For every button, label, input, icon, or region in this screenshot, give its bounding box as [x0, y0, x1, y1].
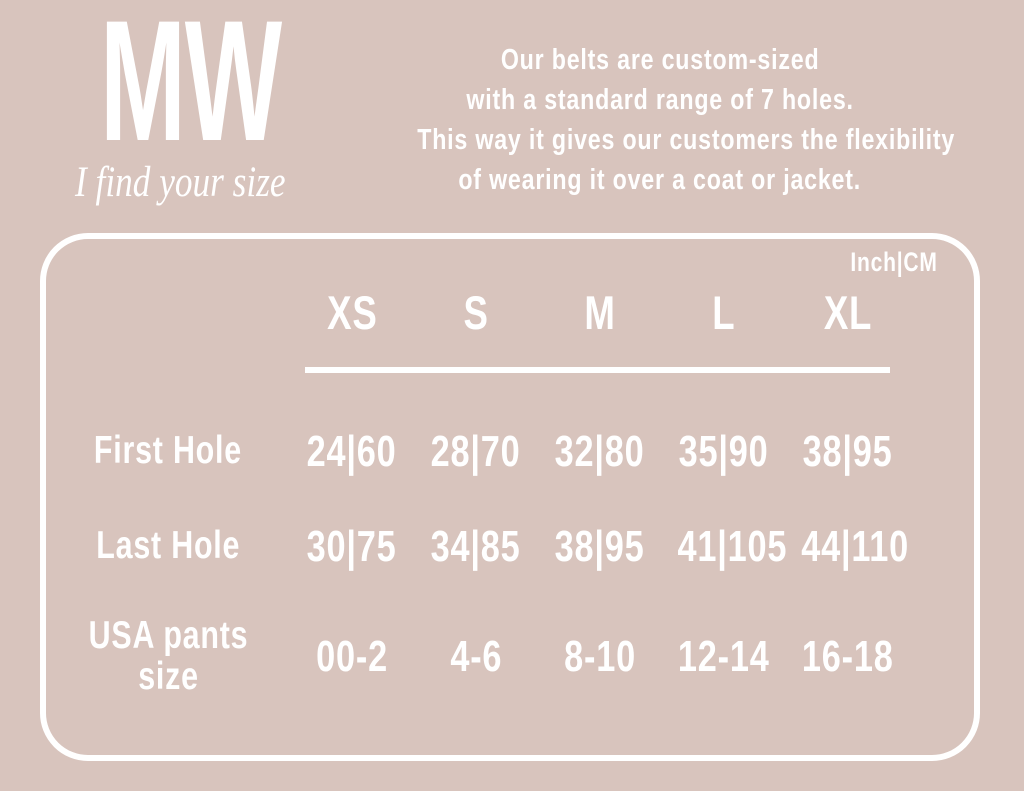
- table-cell: 28|70: [431, 426, 521, 476]
- table-row-last-hole: Last Hole 30|75 34|85 38|95 41|105 44|11…: [46, 509, 974, 584]
- intro-text: Our belts are custom-sized with a standa…: [350, 40, 970, 200]
- brand-block: MW: [100, 0, 402, 177]
- row-label: Last Hole: [96, 524, 240, 568]
- column-header-xl: XL: [823, 285, 873, 339]
- row-label: First Hole: [93, 429, 243, 473]
- table-cell: 00-2: [316, 631, 388, 681]
- table-row-usa-pants-size: USA pants size 00-2 4-6 8-10 12-14 16-18: [46, 604, 974, 709]
- table-row-first-hole: First Hole 24|60 28|70 32|80 35|90 38|95: [46, 414, 974, 489]
- table-cell: 41|105: [677, 521, 788, 571]
- table-cell: 32|80: [555, 426, 645, 476]
- row-label: USA pants size: [88, 613, 248, 698]
- table-cell: 30|75: [307, 521, 397, 571]
- size-chart-header-row: XS S M L XL: [46, 277, 974, 347]
- table-cell: 35|90: [679, 426, 769, 476]
- brand-tagline: I find your size: [75, 159, 286, 206]
- intro-line: with a standard range of 7 holes.: [466, 84, 854, 116]
- column-header-s: S: [463, 285, 489, 339]
- table-cell: 34|85: [431, 521, 521, 571]
- unit-label: Inch|CM: [850, 247, 938, 277]
- column-header-m: M: [584, 285, 616, 339]
- column-header-l: L: [712, 285, 736, 339]
- intro-line: This way it gives our customers the flex…: [417, 124, 956, 156]
- table-cell: 38|95: [803, 426, 893, 476]
- size-chart-panel: Inch|CM XS S M L XL First Hole 24|60 28|…: [40, 233, 980, 761]
- column-header-xs: XS: [326, 285, 378, 339]
- table-cell: 16-18: [802, 631, 894, 681]
- intro-line: Our belts are custom-sized: [500, 44, 820, 76]
- table-cell: 12-14: [678, 631, 770, 681]
- table-cell: 38|95: [555, 521, 645, 571]
- table-cell: 4-6: [450, 631, 502, 681]
- header-divider-line: [305, 367, 890, 373]
- table-cell: 24|60: [307, 426, 397, 476]
- brand-logo: MW: [100, 0, 282, 177]
- table-cell: 8-10: [564, 631, 636, 681]
- intro-line: of wearing it over a coat or jacket.: [458, 164, 862, 196]
- table-cell: 44|110: [801, 521, 910, 571]
